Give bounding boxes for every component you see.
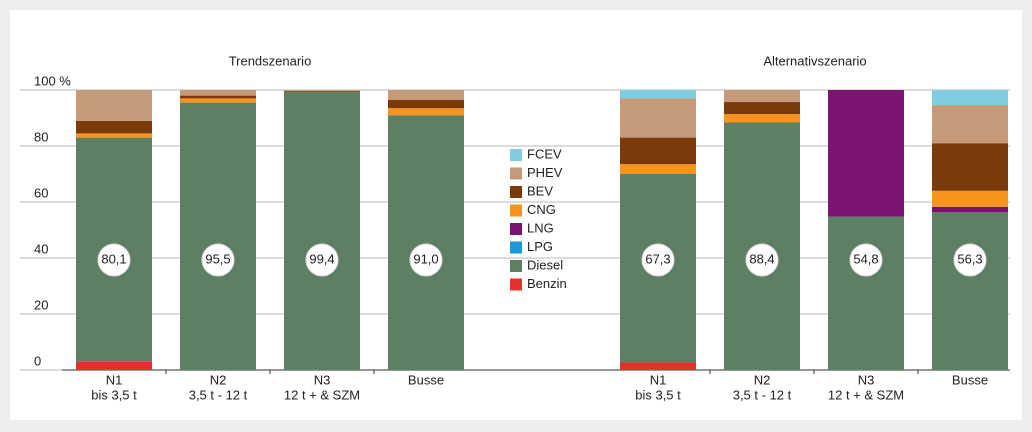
panel-title: Alternativszenario xyxy=(763,53,866,68)
bar-segment xyxy=(284,91,360,371)
bar-segment xyxy=(284,90,360,92)
y-tick-label: 20 xyxy=(34,297,48,312)
bar-segment xyxy=(76,133,152,138)
bar-segment xyxy=(724,114,800,123)
y-tick-label: 80 xyxy=(34,129,48,144)
legend-label: CNG xyxy=(527,202,556,217)
value-badge xyxy=(97,243,131,277)
legend-swatch xyxy=(510,260,522,272)
x-tick-label: N3 xyxy=(858,372,875,387)
legend-swatch xyxy=(510,149,522,161)
x-tick-label: Busse xyxy=(408,372,444,387)
value-badge xyxy=(745,243,779,277)
bar-segment xyxy=(76,90,152,121)
x-tick-label: 12 t + & SZM xyxy=(828,387,904,402)
value-label: 99,4 xyxy=(309,251,334,266)
legend-swatch xyxy=(510,167,522,180)
x-tick-label: N2 xyxy=(210,372,227,387)
bar-segment xyxy=(620,137,696,165)
legend-label: PHEV xyxy=(527,165,563,180)
bar-segment xyxy=(828,216,904,370)
x-tick-label: N1 xyxy=(106,372,123,387)
bar-segment xyxy=(388,115,464,370)
bar-segment xyxy=(724,90,800,103)
value-badge xyxy=(641,243,675,277)
bar-segment xyxy=(620,164,696,174)
legend-label: LNG xyxy=(527,220,554,235)
legend-label: FCEV xyxy=(527,146,562,161)
value-label: 67,3 xyxy=(645,251,670,266)
y-tick-label: 100 % xyxy=(34,73,71,88)
bar-segment xyxy=(180,90,256,96)
value-badge xyxy=(305,243,339,277)
y-tick-label: 60 xyxy=(34,185,48,200)
x-tick-label: 12 t + & SZM xyxy=(284,387,360,402)
legend-label: BEV xyxy=(527,183,553,198)
bar-segment xyxy=(388,99,464,109)
bar-segment xyxy=(180,98,256,103)
panel-title: Trendszenario xyxy=(229,53,312,68)
y-tick-label: 40 xyxy=(34,241,48,256)
y-tick-label: 0 xyxy=(34,353,41,368)
x-tick-label: N1 xyxy=(650,372,667,387)
x-tick-label: bis 3,5 t xyxy=(91,387,137,402)
legend-swatch xyxy=(510,186,522,198)
bar-segment xyxy=(388,90,464,100)
bar-segment xyxy=(724,102,800,115)
legend-label: LPG xyxy=(527,239,553,254)
value-label: 95,5 xyxy=(205,251,230,266)
bar-segment xyxy=(76,120,152,134)
bar-segment xyxy=(932,190,1008,207)
value-label: 54,8 xyxy=(853,251,878,266)
x-tick-label: Busse xyxy=(952,372,988,387)
legend-label: Diesel xyxy=(527,257,563,272)
bar-segment xyxy=(284,90,360,91)
legend-label: Benzin xyxy=(527,276,567,291)
bar-segment xyxy=(932,212,1008,370)
bar-segment xyxy=(620,362,696,370)
bar-segment xyxy=(620,90,696,99)
bar-segment xyxy=(932,143,1008,191)
x-tick-label: N3 xyxy=(314,372,331,387)
bar-segment xyxy=(932,206,1008,213)
bar-segment xyxy=(932,105,1008,144)
value-label: 88,4 xyxy=(749,251,774,266)
bar-segment xyxy=(932,90,1008,106)
legend-swatch xyxy=(510,241,522,254)
bar-segment xyxy=(620,98,696,138)
legend-swatch xyxy=(510,278,522,291)
value-badge xyxy=(953,243,987,277)
x-tick-label: N2 xyxy=(754,372,771,387)
value-label: 56,3 xyxy=(957,251,982,266)
bar-segment xyxy=(76,361,152,370)
legend-swatch xyxy=(510,223,522,235)
x-tick-label: bis 3,5 t xyxy=(635,387,681,402)
x-tick-label: 3,5 t - 12 t xyxy=(189,387,248,402)
value-badge xyxy=(849,243,883,277)
value-badge xyxy=(201,243,235,277)
value-label: 91,0 xyxy=(413,251,438,266)
bar-segment xyxy=(828,90,904,217)
bar-segment xyxy=(180,95,256,99)
bar-segment xyxy=(180,102,256,370)
value-label: 80,1 xyxy=(101,251,126,266)
legend-swatch xyxy=(510,204,522,217)
x-tick-label: 3,5 t - 12 t xyxy=(733,387,792,402)
value-badge xyxy=(409,243,443,277)
bar-segment xyxy=(388,108,464,116)
